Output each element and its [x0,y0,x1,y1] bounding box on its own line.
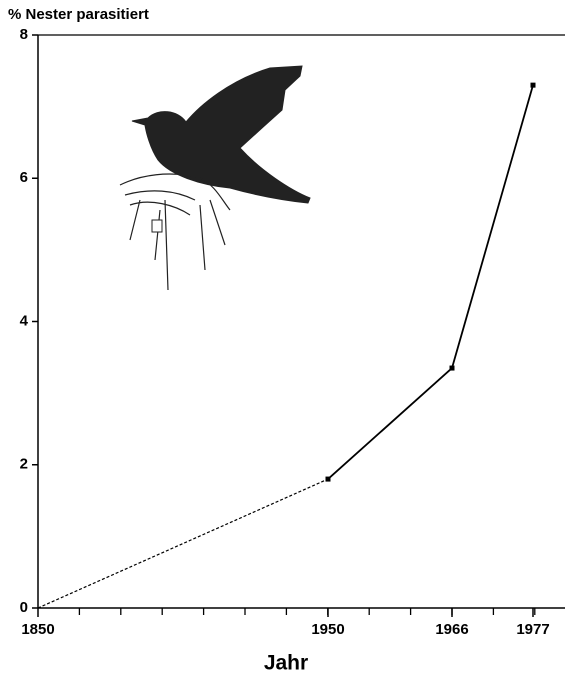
bird-illustration [120,66,310,290]
chart: % Nester parasitiert Jahr 0 2 4 6 8 1850 1950 1… [0,0,569,684]
x-tick-label: 1850 [21,621,54,638]
y-axis-label: % Nester parasitiert [8,6,149,23]
x-tick-label: 1950 [311,621,344,638]
point [531,83,536,88]
point [450,366,455,371]
y-tick-label: 2 [20,456,28,473]
y-tick-label: 8 [20,26,28,43]
x-tick-label: 1966 [435,621,468,638]
x-tick-label: 1977 [516,621,549,638]
x-axis-label: Jahr [264,652,308,675]
line-segment [328,368,452,479]
y-tick-label: 6 [20,169,28,186]
line-segment [38,479,328,608]
y-tick-label: 4 [20,312,29,329]
line-segment [452,85,533,368]
point [326,477,331,482]
y-tick-label: 0 [20,599,28,616]
